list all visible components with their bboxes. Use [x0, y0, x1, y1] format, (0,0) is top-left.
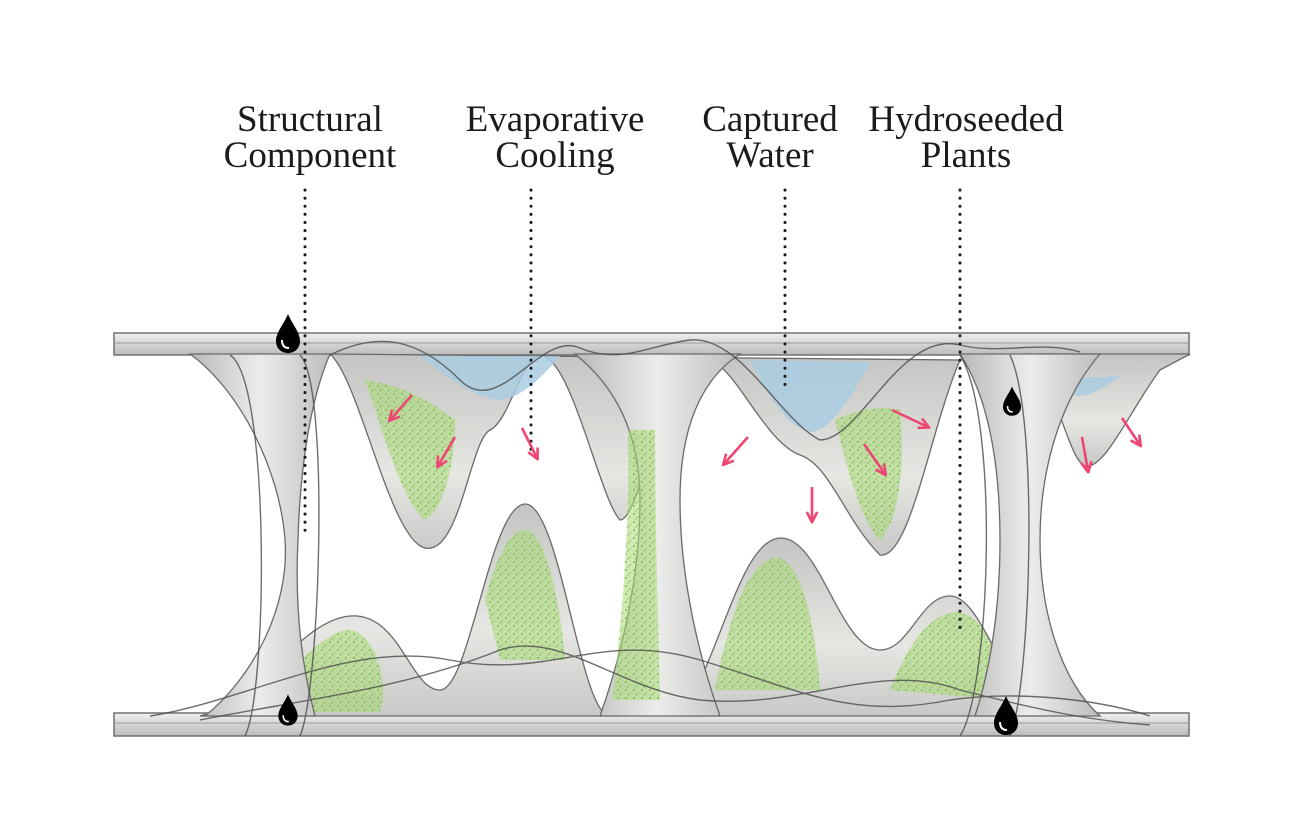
label-evaporative-line2: Cooling: [495, 135, 615, 176]
label-plants-line1: Hydroseeded: [868, 99, 1064, 140]
arrow-1: [390, 394, 413, 420]
arrow-4: [724, 436, 749, 464]
droplet-icon: [275, 313, 301, 354]
arrow-6: [862, 443, 885, 474]
label-evaporative-cooling: Evaporative Cooling: [450, 99, 660, 176]
overlay-outlines: [149, 339, 1151, 737]
label-captured-water: Captured Water: [670, 99, 870, 176]
column-center: [573, 353, 743, 717]
label-structural-component: Structural Component: [205, 99, 415, 176]
label-hydroseeded-plants: Hydroseeded Plants: [856, 99, 1076, 176]
column-left: [187, 353, 331, 717]
arrow-3: [520, 427, 537, 458]
arrow-2: [438, 436, 457, 466]
label-evaporative-line1: Evaporative: [465, 99, 645, 140]
arrow-8: [1082, 436, 1088, 471]
arrow-9: [1120, 417, 1140, 445]
top-slab: [113, 332, 1190, 356]
label-water-line2: Water: [726, 135, 814, 176]
arrow-7: [891, 408, 928, 427]
leader-lines: [303, 188, 962, 632]
label-structural-line1: Structural: [237, 99, 383, 140]
label-water-line1: Captured: [702, 99, 838, 140]
label-plants-line2: Plants: [920, 135, 1012, 176]
evaporation-arrows: [390, 394, 1140, 521]
label-structural-line2: Component: [223, 135, 397, 176]
column-right: [958, 353, 1102, 717]
